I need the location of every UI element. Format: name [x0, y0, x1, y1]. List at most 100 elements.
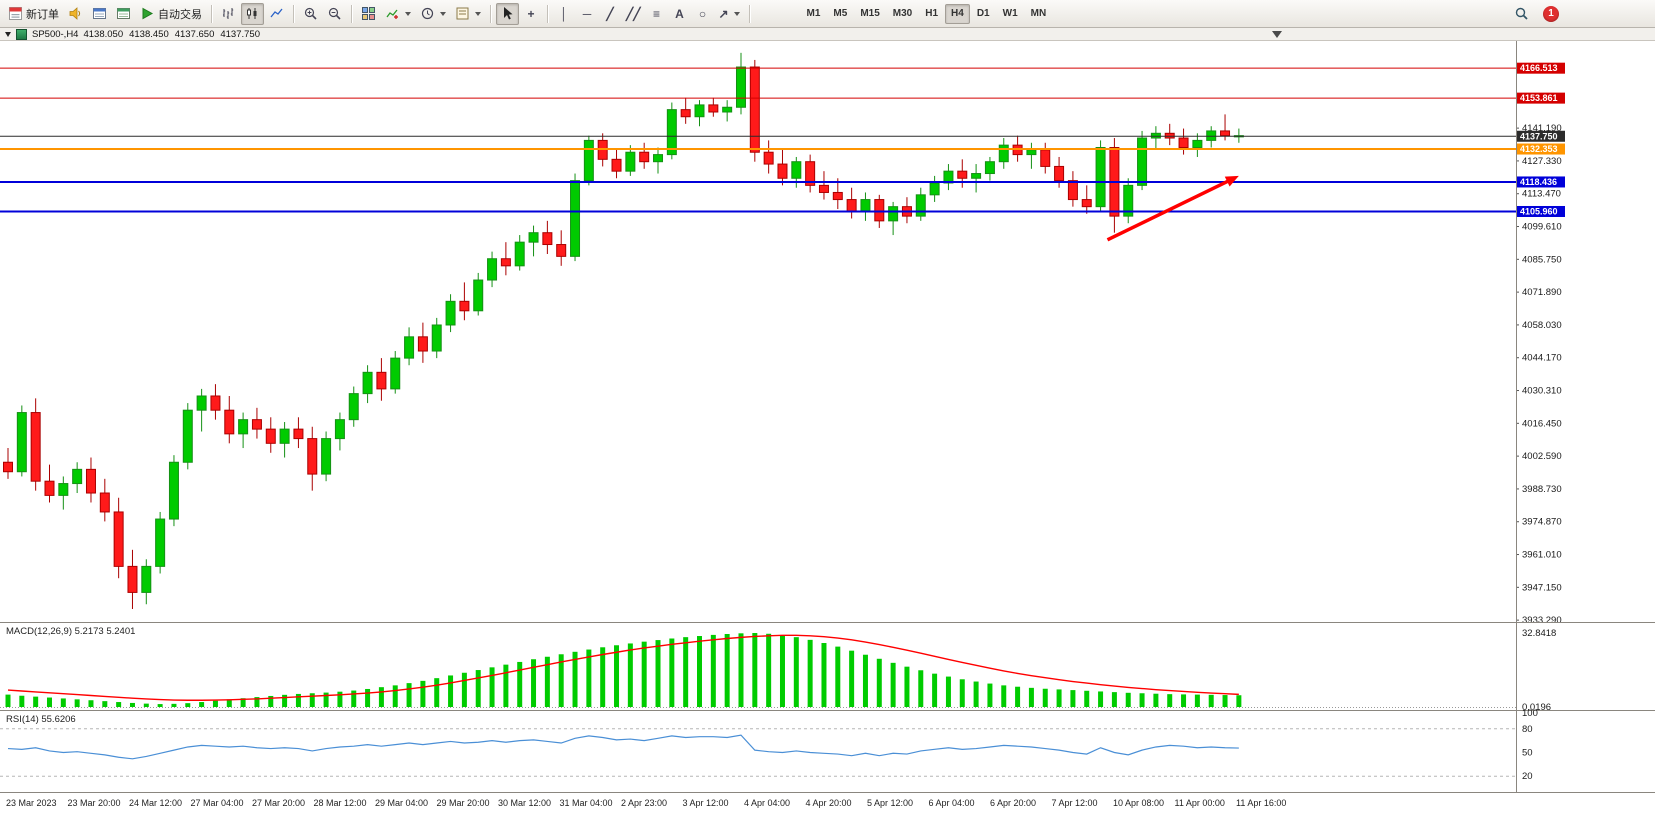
candle-up: [915, 194, 926, 217]
bar-chart-icon: [223, 8, 234, 19]
autotrading-button[interactable]: 自动交易: [136, 3, 206, 25]
macd-histogram-bar: [254, 697, 260, 707]
chevron-down-icon: [733, 11, 740, 16]
candle-down: [832, 191, 843, 201]
candle-up: [528, 232, 539, 243]
macd-histogram-bar: [392, 685, 398, 707]
tile-windows-button[interactable]: [357, 3, 380, 25]
macd-panel: [0, 633, 1516, 708]
candle-down: [459, 300, 470, 312]
candle-down: [1081, 199, 1092, 208]
candle-up: [141, 565, 152, 593]
macd-histogram-bar: [1139, 693, 1145, 707]
indicators-button[interactable]: [381, 3, 415, 25]
timeframe-D1[interactable]: D1: [971, 4, 996, 24]
time-axis-label: 27 Mar 20:00: [252, 798, 305, 808]
notifications-badge[interactable]: 1: [1543, 5, 1559, 22]
line-chart-mode-button[interactable]: [265, 3, 288, 25]
macd-histogram-bar: [268, 695, 274, 707]
macd-histogram-bar: [406, 683, 412, 707]
chart-shift-marker-icon[interactable]: [1272, 31, 1282, 38]
search-button[interactable]: [1510, 3, 1533, 25]
chevron-down-icon: [440, 11, 446, 16]
candle-down: [874, 199, 885, 222]
macd-histogram-bar: [517, 661, 523, 707]
macd-histogram-bar: [544, 656, 550, 707]
channel-tool-button[interactable]: ╱╱: [622, 3, 644, 25]
candlestick-mode-button[interactable]: [241, 2, 264, 25]
macd-histogram-bar: [1181, 694, 1187, 707]
macd-histogram-bar: [295, 693, 301, 707]
timeframe-M30[interactable]: M30: [887, 4, 918, 24]
time-axis-label: 5 Apr 12:00: [867, 798, 913, 808]
cycles-tool-button[interactable]: ○: [691, 3, 713, 25]
macd-histogram-bar: [475, 670, 481, 707]
price-marker-label-box: [1517, 92, 1565, 104]
zoom-in-button[interactable]: [299, 3, 322, 25]
fibonacci-tool-button[interactable]: ≡: [645, 3, 667, 25]
time-axis-label: 27 Mar 04:00: [191, 798, 244, 808]
candle-down: [639, 151, 650, 163]
candle-down: [113, 511, 124, 567]
candle-down: [805, 161, 816, 186]
candle-up: [348, 393, 359, 421]
macd-histogram-bar: [835, 646, 841, 707]
toolbar-right-cluster: 1: [1510, 3, 1559, 25]
candle-down: [763, 151, 774, 165]
candle-up: [196, 395, 207, 411]
price-axis: [1516, 62, 1565, 621]
sound-button[interactable]: [64, 3, 87, 25]
crosshair-tool-button[interactable]: +: [520, 3, 542, 25]
candle-up: [321, 438, 332, 475]
time-axis-label: 11 Apr 16:00: [1236, 798, 1286, 808]
timeframe-M1[interactable]: M1: [801, 4, 827, 24]
rsi-panel: [0, 728, 1516, 777]
candle-up: [1137, 137, 1148, 186]
market-watch-button[interactable]: [88, 3, 111, 25]
candlestick-icon: [247, 8, 257, 19]
periods-dropdown-button[interactable]: [416, 3, 450, 25]
candle-down: [30, 412, 41, 482]
macd-histogram-bar: [973, 681, 979, 707]
price-marker-label: 4132.353: [1520, 144, 1558, 154]
bar-chart-mode-button[interactable]: [217, 3, 240, 25]
price-axis-label: 4127.330: [1522, 156, 1562, 167]
time-axis-label: 28 Mar 12:00: [314, 798, 367, 808]
timeframe-M5[interactable]: M5: [827, 4, 853, 24]
candle-up: [1123, 184, 1134, 217]
macd-histogram-bar: [46, 697, 52, 707]
chart-menu-caret-icon[interactable]: [5, 31, 11, 37]
price-axis-label: 4044.170: [1522, 353, 1562, 364]
timeframe-M15[interactable]: M15: [854, 4, 885, 24]
zoom-out-button[interactable]: [323, 3, 346, 25]
macd-histogram-bar: [918, 670, 924, 707]
macd-histogram-bar: [88, 700, 94, 707]
timeframe-H1[interactable]: H1: [919, 4, 944, 24]
data-window-button[interactable]: [112, 3, 135, 25]
horizontal-line-tool-button[interactable]: ─: [576, 3, 598, 25]
toolbar-separator: [293, 4, 294, 23]
chart-symbol-icon: [16, 28, 27, 40]
candle-up: [514, 241, 525, 267]
timeframe-H4[interactable]: H4: [945, 3, 970, 24]
macd-histogram-bar: [531, 659, 537, 707]
macd-histogram-bar: [614, 645, 620, 707]
data-window-icon: [117, 8, 130, 19]
chart-canvas[interactable]: 4141.190 4127.330 4113.470 4099.610 4085.750…: [0, 41, 1655, 813]
text-tool-button[interactable]: A: [668, 3, 690, 25]
arrow-object-icon: ↗: [718, 6, 729, 21]
timeframe-W1[interactable]: W1: [997, 4, 1024, 24]
templates-dropdown-button[interactable]: [451, 3, 485, 25]
candle-up: [445, 300, 456, 326]
cursor-tool-button[interactable]: [496, 2, 519, 25]
macd-histogram-bar: [987, 683, 993, 707]
trendline-tool-button[interactable]: ╱: [599, 3, 621, 25]
candle-up: [694, 104, 705, 118]
chart-title-bar: SP500-,H4 4138.050 4138.450 4137.650 413…: [0, 28, 1655, 41]
vertical-line-tool-button[interactable]: │: [553, 3, 575, 25]
candle-up: [1026, 149, 1037, 156]
toolbar-separator: [211, 4, 212, 23]
new-order-button[interactable]: 新订单: [4, 3, 63, 25]
timeframe-MN[interactable]: MN: [1025, 4, 1053, 24]
arrows-tool-button[interactable]: ↗: [714, 3, 743, 25]
